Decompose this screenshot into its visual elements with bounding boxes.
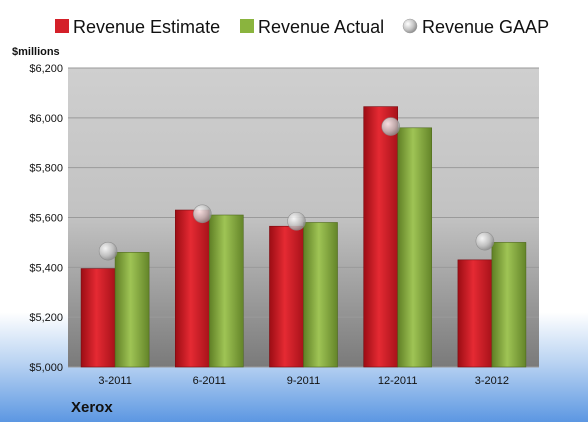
- y-tick-label: $5,200: [29, 312, 63, 324]
- marker-revenue-gaap: [98, 241, 118, 261]
- bar-revenue-estimate: [457, 259, 493, 368]
- x-tick-label: 9-2011: [287, 375, 320, 387]
- bar-revenue-actual: [491, 242, 527, 368]
- x-tick-label: 6-2011: [193, 375, 226, 387]
- gaap-markers: [98, 117, 495, 261]
- y-axis-ticks: $5,000 $5,200 $5,400 $5,600 $5,800 $6,000 $6,2…: [29, 63, 63, 374]
- marker-revenue-gaap: [475, 231, 495, 251]
- bar-revenue-estimate: [80, 268, 116, 368]
- legend-swatch-revenue-gaap: [402, 18, 418, 34]
- x-tick-label: 3-2012: [475, 375, 509, 387]
- legend: Revenue Estimate Revenue Actual Revenue …: [55, 17, 549, 37]
- bar-revenue-estimate: [175, 209, 210, 368]
- y-tick-label: $6,000: [29, 113, 63, 125]
- bar-revenue-actual: [303, 222, 338, 368]
- marker-revenue-gaap: [287, 211, 306, 231]
- legend-label-revenue-gaap: Revenue GAAP: [422, 17, 549, 37]
- x-axis-ticks: 3-2011 6-2011 9-2011 12-2011 3-2012: [98, 375, 509, 387]
- y-axis-unit-label: $millions: [12, 46, 60, 58]
- x-tick-label: 3-2011: [98, 375, 131, 387]
- bar-revenue-estimate: [269, 225, 304, 368]
- marker-revenue-gaap: [193, 204, 212, 224]
- legend-swatch-revenue-estimate: [55, 19, 69, 33]
- y-tick-label: $5,000: [29, 362, 63, 374]
- y-tick-label: $5,800: [29, 163, 63, 175]
- y-tick-label: $6,200: [29, 63, 63, 75]
- bar-revenue-actual: [209, 214, 244, 368]
- y-tick-label: $5,400: [29, 262, 63, 274]
- legend-label-revenue-estimate: Revenue Estimate: [73, 17, 220, 37]
- y-tick-label: $5,600: [29, 213, 63, 225]
- x-tick-label: 12-2011: [378, 375, 418, 387]
- bars: [80, 106, 527, 368]
- marker-revenue-gaap: [381, 117, 401, 136]
- legend-swatch-revenue-actual: [240, 19, 254, 33]
- bar-revenue-estimate: [363, 106, 399, 368]
- company-label: Xerox: [71, 399, 113, 416]
- bar-revenue-actual: [397, 127, 433, 368]
- legend-label-revenue-actual: Revenue Actual: [258, 17, 384, 37]
- bar-revenue-actual: [114, 252, 150, 368]
